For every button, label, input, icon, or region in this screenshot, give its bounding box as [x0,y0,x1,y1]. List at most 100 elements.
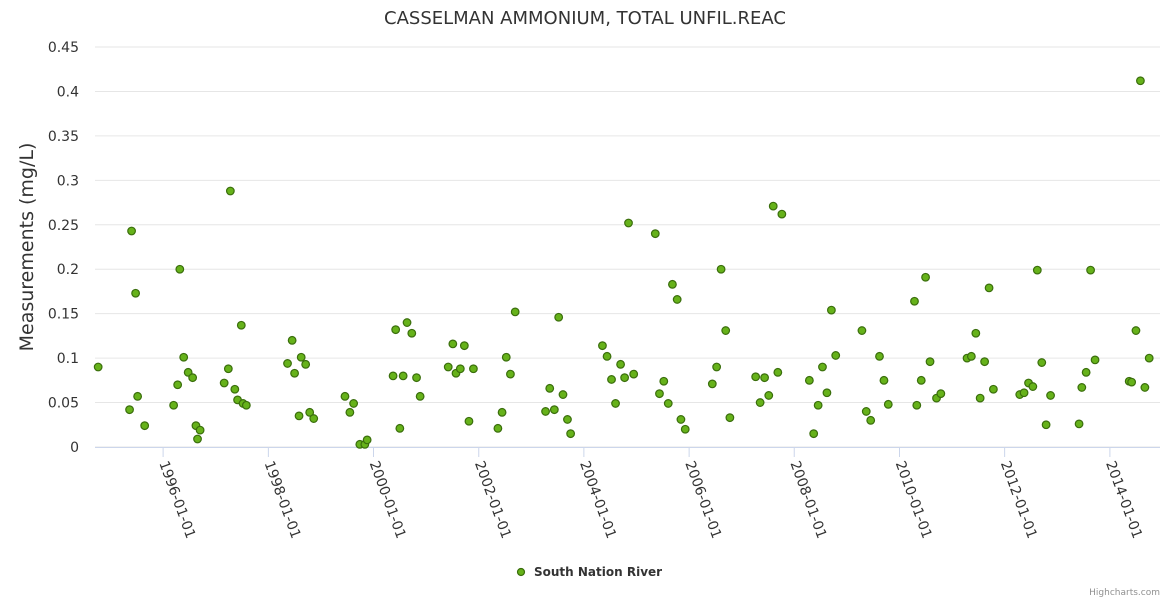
data-point[interactable] [624,218,633,228]
data-point[interactable] [910,296,919,306]
data-point[interactable] [1140,383,1150,392]
data-point[interactable] [125,405,134,415]
data-point[interactable] [1028,382,1038,391]
data-point[interactable] [230,384,240,394]
data-point[interactable] [925,357,935,367]
data-point[interactable] [549,405,559,415]
data-point[interactable] [1127,377,1137,387]
data-point[interactable] [362,435,372,445]
data-point[interactable] [676,415,686,424]
data-point[interactable] [813,400,823,410]
data-point[interactable] [219,378,229,388]
data-point[interactable] [388,371,398,381]
data-point[interactable] [455,364,465,374]
data-point[interactable] [493,423,503,433]
data-point[interactable] [305,407,315,417]
data-point[interactable] [663,399,673,408]
data-point[interactable] [402,318,412,327]
data-point[interactable] [629,369,639,379]
data-point[interactable] [1032,265,1042,275]
data-point[interactable] [716,264,726,274]
data-point[interactable] [290,368,299,378]
data-point[interactable] [712,362,722,372]
data-point[interactable] [755,398,765,407]
data-point[interactable] [412,373,421,383]
data-point[interactable] [140,421,150,431]
data-point[interactable] [668,279,677,289]
data-point[interactable] [195,425,205,435]
data-point[interactable] [760,373,769,383]
data-point[interactable] [616,359,625,369]
data-point[interactable] [283,359,292,368]
data-point[interactable] [294,411,304,421]
data-point[interactable] [1041,420,1051,430]
data-point[interactable] [598,341,607,351]
legend-label[interactable]: South Nation River [534,565,662,579]
data-point[interactable] [225,186,235,196]
data-point[interactable] [309,414,319,423]
data-point[interactable] [1081,367,1091,377]
data-point[interactable] [1136,76,1145,86]
data-point[interactable] [175,264,185,274]
data-point[interactable] [563,415,572,424]
data-point[interactable] [912,400,922,410]
data-point[interactable] [566,429,576,439]
data-point[interactable] [395,423,405,433]
data-point[interactable] [464,416,474,426]
data-point[interactable] [602,351,612,361]
data-point[interactable] [1019,388,1029,398]
data-point[interactable] [883,399,893,409]
data-point[interactable] [398,371,408,381]
data-point[interactable] [725,413,735,423]
data-point[interactable] [541,407,550,416]
data-point[interactable] [1074,419,1084,429]
data-point[interactable] [672,295,682,304]
data-point[interactable] [169,400,179,410]
data-point[interactable] [301,359,311,369]
data-point[interactable] [659,376,669,386]
data-point[interactable] [650,229,660,239]
data-point[interactable] [857,326,867,335]
data-point[interactable] [241,400,251,410]
data-point[interactable] [620,373,630,383]
data-point[interactable] [809,429,819,439]
legend-marker[interactable] [516,567,526,577]
data-point[interactable] [223,364,233,374]
data-point[interactable] [966,351,976,361]
data-point[interactable] [391,325,401,335]
data-point[interactable] [287,335,297,345]
data-point[interactable] [680,424,690,434]
data-point[interactable] [131,288,141,298]
data-point[interactable] [127,226,136,236]
data-point[interactable] [777,209,787,219]
data-point[interactable] [93,362,103,372]
data-point[interactable] [971,328,981,338]
data-point[interactable] [469,364,478,374]
data-point[interactable] [554,312,564,322]
data-point[interactable] [545,383,555,393]
data-point[interactable] [921,272,930,282]
data-point[interactable] [443,362,453,372]
data-point[interactable] [188,373,198,383]
data-point[interactable] [448,339,458,349]
data-point[interactable] [936,389,946,399]
data-point[interactable] [804,375,814,385]
credits[interactable]: Highcharts.com [1089,588,1160,598]
data-point[interactable] [558,390,568,399]
data-point[interactable] [415,391,425,401]
data-point[interactable] [497,407,507,417]
data-point[interactable] [1077,383,1087,392]
data-point[interactable] [707,379,717,389]
data-point[interactable] [916,375,926,385]
legend[interactable]: South Nation River [516,565,663,579]
data-point[interactable] [1131,326,1141,335]
data-point[interactable] [1037,358,1047,367]
data-point[interactable] [1086,265,1095,275]
data-point[interactable] [345,407,355,417]
data-point[interactable] [975,393,985,403]
data-point[interactable] [611,399,620,408]
data-point[interactable] [607,375,616,384]
data-point[interactable] [179,352,189,362]
data-point[interactable] [988,384,998,394]
data-point[interactable] [751,372,761,382]
